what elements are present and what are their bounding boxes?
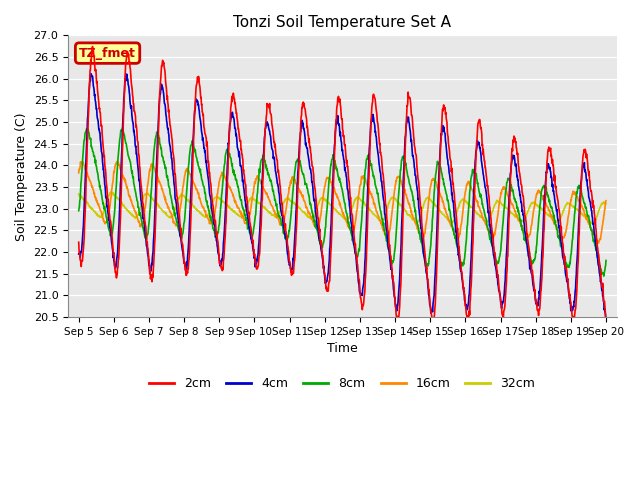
Title: Tonzi Soil Temperature Set A: Tonzi Soil Temperature Set A: [234, 15, 451, 30]
Text: TZ_fmet: TZ_fmet: [79, 47, 136, 60]
Legend: 2cm, 4cm, 8cm, 16cm, 32cm: 2cm, 4cm, 8cm, 16cm, 32cm: [145, 372, 540, 396]
X-axis label: Time: Time: [327, 342, 358, 356]
Y-axis label: Soil Temperature (C): Soil Temperature (C): [15, 112, 28, 240]
